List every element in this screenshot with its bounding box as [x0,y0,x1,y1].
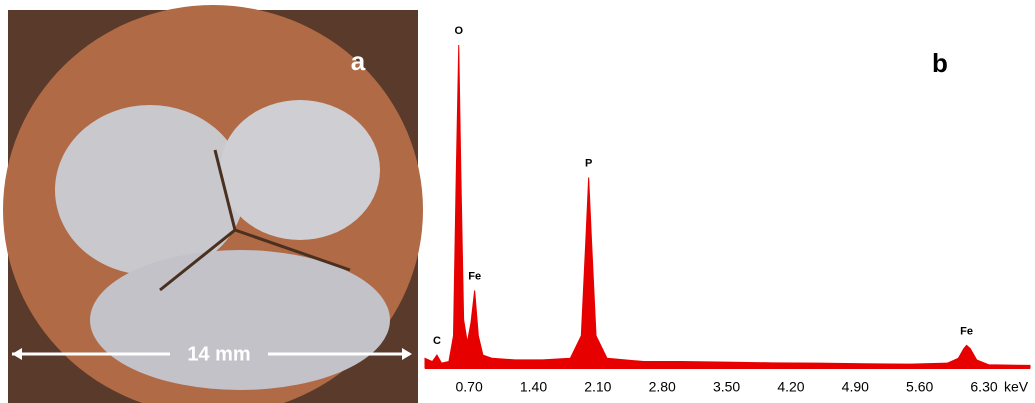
x-tick-label: 4.90 [842,379,869,395]
crack [159,149,351,292]
x-tick-label: 2.10 [584,379,611,395]
x-tick-label: 1.40 [520,379,547,395]
x-tick-label: 3.50 [713,379,740,395]
scale-label: 14 mm [187,343,250,365]
panel-label: a [351,46,366,76]
grey-region [55,105,245,275]
x-tick-label: 4.20 [777,379,804,395]
peak-label: Fe [468,270,481,282]
peak-label: Fe [960,325,973,337]
x-tick-label: 5.60 [906,379,933,395]
grey-region [90,250,390,390]
spectrum [424,44,1031,369]
x-axis-label: keV [1004,379,1029,395]
grey-region [220,100,380,240]
peak-label: P [585,157,592,169]
peak-label: O [454,25,463,37]
x-tick-label: 6.30 [970,379,997,395]
x-tick-label: 0.70 [456,379,483,395]
peak-label: C [433,335,441,347]
photo: 14 mm a [3,5,423,403]
panel-label: b [932,48,948,78]
x-tick-label: 2.80 [649,379,676,395]
